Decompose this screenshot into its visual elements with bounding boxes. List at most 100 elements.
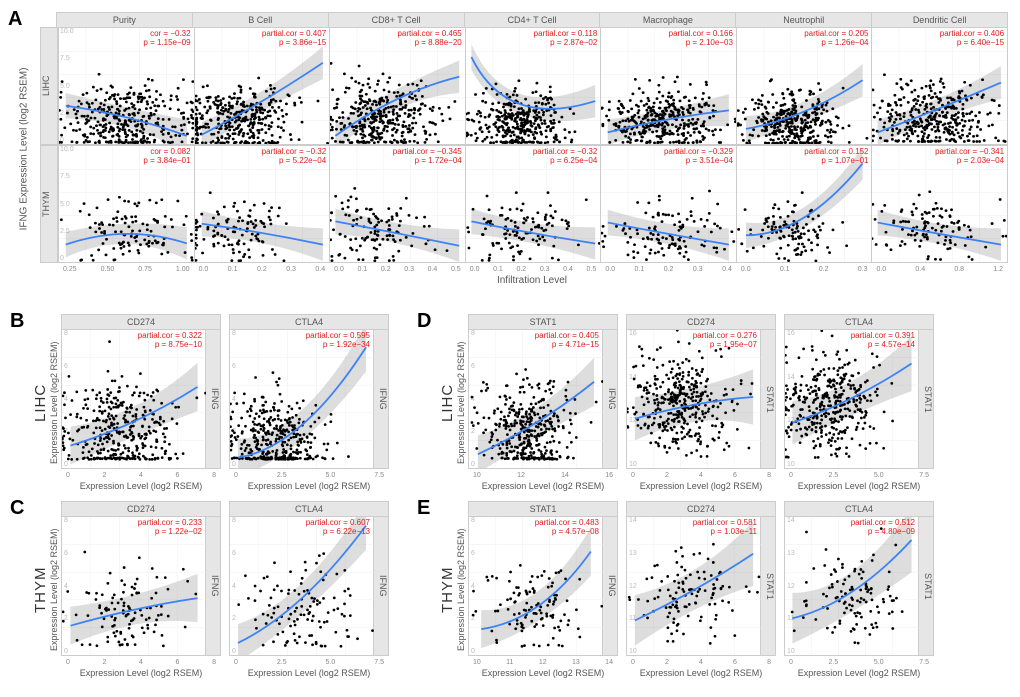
panelA-cell: partial.cor = 0.166p = 2.10e−03 (601, 27, 737, 145)
lower-cell-title: CTLA4 (784, 501, 934, 516)
row-ylabel: Expression Level (log2 RSEM) (456, 501, 468, 678)
panel-letter-A: A (8, 8, 22, 31)
stat-annotation: partial.cor = 0.391p = 4.57e−14 (851, 332, 915, 350)
stat-annotation: cor = −0.32p = 1.15e−09 (143, 30, 190, 48)
lower-cell: IFNGpartial.cor = 0.595p = 1.92e−3402468… (229, 329, 389, 469)
panelA-col-title: CD4+ T Cell (465, 12, 601, 27)
side-facet-label: IFNG (205, 516, 221, 656)
stat-annotation: partial.cor = 0.405p = 4.71e−15 (535, 332, 599, 350)
panel-letter-E: E (417, 497, 430, 520)
panelA-col-title: Neutrophil (736, 12, 872, 27)
panelA-cell: cor = 0.082p = 3.84e−0102.55.07.510.00.2… (58, 145, 195, 263)
panelA-xlabel: Infiltration Level (56, 275, 1008, 286)
panelA-cell: partial.cor = 0.152p = 1.07e−010.00.10.2… (737, 145, 873, 263)
panelA-col-title: B Cell (193, 12, 329, 27)
panelA-row-label: LIHC (40, 27, 58, 145)
stat-annotation: partial.cor = −0.341p = 2.03e−04 (935, 148, 1004, 166)
panelA-cell: partial.cor = −0.341p = 2.03e−040.00.40.… (872, 145, 1008, 263)
panelA-col-title: CD8+ T Cell (329, 12, 465, 27)
lower-cell-title: CTLA4 (784, 314, 934, 329)
lower-xlabel: Expression Level (log2 RSEM) (626, 481, 776, 491)
stat-annotation: partial.cor = 0.276p = 1.95e−07 (693, 332, 757, 350)
lower-xlabel: Expression Level (log2 RSEM) (61, 668, 221, 678)
panelA-cell: partial.cor = 0.406p = 6.40e−15 (872, 27, 1008, 145)
lower-cell-title: CD274 (626, 314, 776, 329)
row-ylabel: Expression Level (log2 RSEM) (49, 314, 61, 491)
side-facet-label: STAT1 (918, 329, 934, 469)
lower-cell: STAT1partial.cor = 0.512p = 4.80e−091011… (784, 516, 934, 656)
panelA-cell: partial.cor = 0.205p = 1.26e−04 (737, 27, 873, 145)
stat-annotation: partial.cor = 0.233p = 1.22e−02 (138, 519, 202, 537)
lower-xlabel: Expression Level (log2 RSEM) (626, 668, 776, 678)
stat-annotation: partial.cor = 0.465p = 8.88e−20 (397, 30, 461, 48)
stat-annotation: partial.cor = 0.118p = 2.87e−02 (534, 30, 598, 48)
stat-annotation: partial.cor = 0.607p = 6.22e−13 (306, 519, 370, 537)
panelA-cell: cor = −0.32p = 1.15e−0902.55.07.510.0 (58, 27, 195, 145)
panel-letter-D: D (417, 310, 431, 333)
stat-annotation: partial.cor = −0.329p = 3.51e−04 (664, 148, 733, 166)
stat-annotation: partial.cor = −0.32p = 5.22e−04 (262, 148, 326, 166)
panelA-cell: partial.cor = 0.118p = 2.87e−02 (466, 27, 602, 145)
lower-cell-title: STAT1 (468, 314, 618, 329)
stat-annotation: partial.cor = −0.32p = 6.25e−04 (533, 148, 597, 166)
lower-cell: IFNGpartial.cor = 0.607p = 6.22e−1302468… (229, 516, 389, 656)
lower-xlabel: Expression Level (log2 RSEM) (229, 481, 389, 491)
panelA-cell: partial.cor = 0.465p = 8.88e−20 (330, 27, 466, 145)
lower-xlabel: Expression Level (log2 RSEM) (229, 668, 389, 678)
figure-root: A IFNG Expression Level (log2 RSEM) Puri… (12, 12, 1008, 684)
lower-xlabel: Expression Level (log2 RSEM) (468, 481, 618, 491)
lower-cell: STAT1partial.cor = 0.581p = 1.03e−111011… (626, 516, 776, 656)
lower-cell-title: CD274 (61, 314, 221, 329)
panelA-cell: partial.cor = −0.329p = 3.51e−040.00.10.… (601, 145, 737, 263)
stat-annotation: partial.cor = 0.483p = 4.57e−08 (535, 519, 599, 537)
lower-cell: IFNGpartial.cor = 0.233p = 1.22e−0202468… (61, 516, 221, 656)
lower-cell: IFNGpartial.cor = 0.405p = 4.71e−1502468… (468, 329, 618, 469)
row-label-big: LIHC (437, 314, 456, 491)
side-facet-label: IFNG (373, 516, 389, 656)
stat-annotation: partial.cor = 0.322p = 8.75e−10 (138, 332, 202, 350)
lower-panels: BLIHCExpression Level (log2 RSEM)CD274IF… (12, 314, 1008, 684)
stat-annotation: partial.cor = 0.595p = 1.92e−34 (306, 332, 370, 350)
lower-cell: IFNGpartial.cor = 0.322p = 8.75e−1002468… (61, 329, 221, 469)
stat-annotation: partial.cor = 0.406p = 6.40e−15 (940, 30, 1004, 48)
panelA-cell: partial.cor = −0.32p = 6.25e−040.00.10.2… (466, 145, 602, 263)
lower-xlabel: Expression Level (log2 RSEM) (61, 481, 221, 491)
side-facet-label: STAT1 (760, 329, 776, 469)
row-label-big: LIHC (30, 314, 49, 491)
panelA-ylabel: IFNG Expression Level (log2 RSEM) (19, 68, 30, 231)
lower-cell-title: CTLA4 (229, 501, 389, 516)
side-facet-label: IFNG (602, 516, 618, 656)
panel-A: IFNG Expression Level (log2 RSEM) Purity… (40, 12, 1008, 286)
lower-cell-title: CD274 (626, 501, 776, 516)
lower-xlabel: Expression Level (log2 RSEM) (784, 481, 934, 491)
stat-annotation: partial.cor = −0.345p = 1.72e−04 (393, 148, 462, 166)
lower-xlabel: Expression Level (log2 RSEM) (784, 668, 934, 678)
side-facet-label: IFNG (602, 329, 618, 469)
stat-annotation: partial.cor = 0.512p = 4.80e−09 (851, 519, 915, 537)
panelA-cell: partial.cor = 0.407p = 3.86e−15 (195, 27, 331, 145)
side-facet-label: STAT1 (760, 516, 776, 656)
lower-xlabel: Expression Level (log2 RSEM) (468, 668, 618, 678)
row-label-big: THYM (30, 501, 49, 678)
lower-cell: STAT1partial.cor = 0.276p = 1.95e−071012… (626, 329, 776, 469)
side-facet-label: STAT1 (918, 516, 934, 656)
panelA-col-title: Purity (56, 12, 193, 27)
row-label-big: THYM (437, 501, 456, 678)
lower-cell: IFNGpartial.cor = 0.483p = 4.57e−0802468… (468, 516, 618, 656)
lower-cell: STAT1partial.cor = 0.391p = 4.57e−141012… (784, 329, 934, 469)
row-ylabel: Expression Level (log2 RSEM) (456, 314, 468, 491)
panelA-row-label: THYM (40, 145, 58, 263)
side-facet-label: IFNG (205, 329, 221, 469)
panelA-cell: partial.cor = −0.32p = 5.22e−040.00.10.2… (195, 145, 331, 263)
panel-letter-C: C (10, 497, 24, 520)
stat-annotation: partial.cor = 0.166p = 2.10e−03 (669, 30, 733, 48)
lower-cell-title: CTLA4 (229, 314, 389, 329)
panelA-cell: partial.cor = −0.345p = 1.72e−040.00.10.… (330, 145, 466, 263)
panelA-col-title: Macrophage (600, 12, 736, 27)
stat-annotation: partial.cor = 0.205p = 1.26e−04 (804, 30, 868, 48)
lower-cell-title: STAT1 (468, 501, 618, 516)
stat-annotation: partial.cor = 0.407p = 3.86e−15 (262, 30, 326, 48)
panelA-col-title: Dendritic Cell (872, 12, 1008, 27)
panel-letter-B: B (10, 310, 24, 333)
row-ylabel: Expression Level (log2 RSEM) (49, 501, 61, 678)
